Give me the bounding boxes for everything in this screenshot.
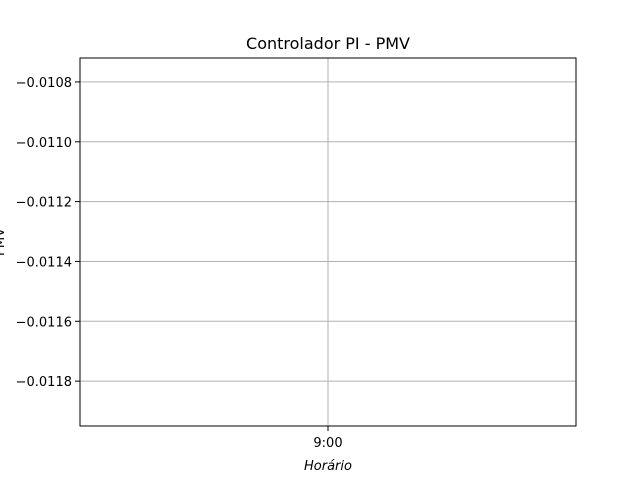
x-axis-label: Horário [304, 459, 352, 474]
x-axis: 9:00 [313, 426, 343, 451]
x-tick-label: 9:00 [313, 436, 342, 451]
y-tick-label: −0.0116 [16, 315, 72, 330]
y-tick-label: −0.0108 [16, 76, 72, 91]
y-tick-label: −0.0110 [16, 136, 72, 151]
y-tick-label: −0.0112 [16, 196, 72, 211]
grid-layer [80, 58, 576, 426]
y-tick-label: −0.0118 [16, 375, 72, 390]
y-axis: −0.0108 −0.0110 −0.0112 −0.0114 −0.0116 −0.01… [16, 76, 80, 390]
chart-title: Controlador PI - PMV [246, 34, 410, 53]
y-tick-label: −0.0114 [16, 255, 72, 270]
y-axis-label: PMV [0, 228, 8, 256]
